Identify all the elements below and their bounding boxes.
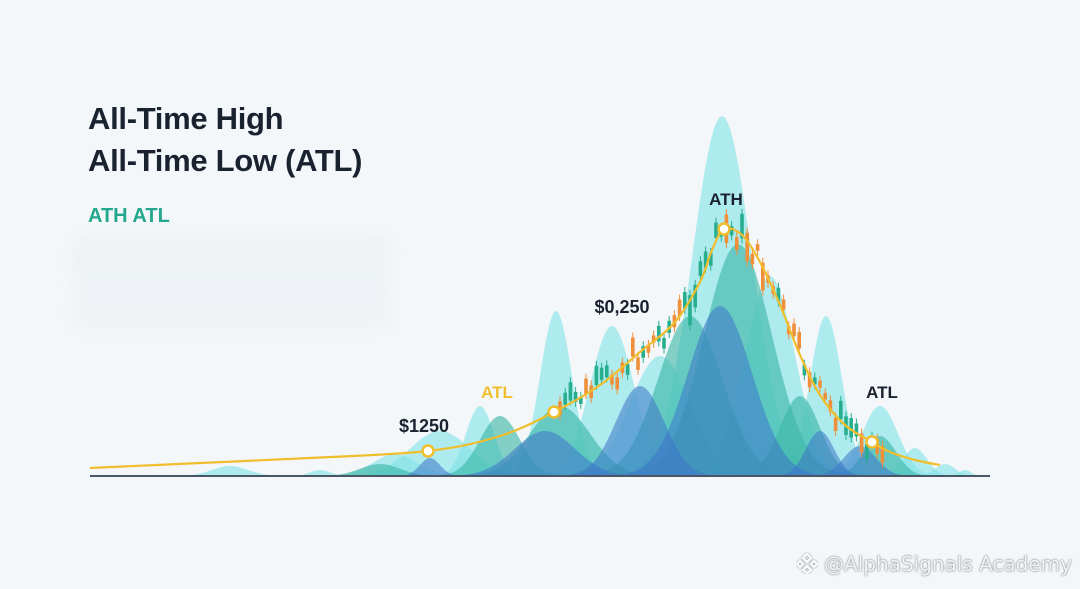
- candle-body-23: [677, 299, 682, 316]
- wave-blue-5: [808, 446, 912, 476]
- wave-light-14: [945, 470, 985, 476]
- subtitle: ATH ATL: [88, 205, 170, 227]
- candle-body-52: [828, 400, 833, 412]
- blurred-text-area: [72, 236, 390, 328]
- candle-body-29: [709, 252, 713, 266]
- trend-markers: $1250 ATL $0,250 ATH ATL: [399, 190, 898, 458]
- candle-body-33: [729, 226, 734, 236]
- candle-body-17: [646, 344, 651, 353]
- marker-dot-1: [547, 405, 561, 419]
- candle-body-62: [880, 445, 885, 463]
- candle-body-34: [735, 237, 739, 251]
- candle-body-35: [740, 213, 744, 239]
- candle-body-58: [859, 433, 864, 453]
- candle-body-8: [599, 367, 604, 380]
- candle-body-10: [610, 374, 614, 385]
- candle-body-16: [641, 346, 645, 358]
- marker-dot-4: [865, 435, 879, 449]
- marker-dot-0: [421, 444, 435, 458]
- candle-body-39: [761, 262, 765, 291]
- wave-light-1: [288, 470, 352, 476]
- candle-body-50: [818, 380, 822, 388]
- marker-label-1: ATL: [481, 383, 513, 402]
- candle-body-15: [636, 357, 640, 370]
- candle-body-56: [849, 418, 853, 438]
- trend-line: [89, 227, 941, 470]
- marker-label-3: ATH: [709, 190, 743, 209]
- wave-blue-0: [398, 458, 462, 476]
- candle-body-54: [839, 400, 843, 420]
- candle-body-13: [625, 363, 630, 375]
- candle-body-45: [792, 323, 796, 337]
- candle-body-46: [797, 331, 801, 349]
- candle-body-43: [781, 299, 786, 310]
- candle-body-44: [787, 326, 791, 335]
- candle-body-14: [631, 337, 635, 357]
- candle-body-1: [563, 392, 567, 405]
- candle-body-38: [755, 244, 760, 251]
- candle-body-27: [698, 261, 703, 276]
- candle-body-51: [823, 392, 827, 400]
- candle-body-20: [662, 337, 666, 349]
- candle-body-36: [745, 232, 749, 262]
- candle-body-3: [573, 392, 578, 402]
- title-line-2: All-Time Low (ATL): [88, 143, 363, 178]
- candle-body-59: [865, 444, 869, 459]
- wave-light-0: [172, 466, 288, 476]
- candle-body-2: [568, 382, 573, 401]
- candle-body-37: [750, 254, 755, 265]
- candle-body-19: [657, 325, 661, 342]
- candle-body-5: [584, 378, 588, 395]
- candle-body-28: [703, 251, 708, 268]
- candle-body-47: [802, 364, 807, 376]
- candle-body-18: [651, 335, 656, 343]
- marker-label-0: $1250: [399, 416, 449, 436]
- marker-label-2: $0,250: [594, 297, 649, 317]
- candle-body-57: [854, 423, 859, 437]
- candle-body-48: [807, 372, 812, 388]
- watermark: @AlphaSignals Academy: [795, 552, 1072, 579]
- title-line-1: All-Time High: [88, 101, 284, 136]
- diamond-logo-icon: [795, 552, 819, 579]
- watermark-text: @AlphaSignals Academy: [824, 552, 1072, 576]
- marker-label-4: ATL: [866, 383, 898, 402]
- candle-body-25: [688, 295, 692, 326]
- candle-body-49: [813, 377, 817, 385]
- wave-blue-3: [617, 306, 823, 475]
- candle-body-30: [714, 222, 718, 238]
- candle-body-7: [594, 365, 599, 385]
- marker-dot-3: [717, 222, 731, 236]
- candle-body-9: [605, 365, 609, 378]
- candle-body-26: [693, 284, 697, 308]
- candle-body-4: [579, 396, 583, 404]
- title-block: All-Time High All-Time Low (ATL): [88, 98, 362, 182]
- candle-body-24: [683, 291, 687, 309]
- candle-body-11: [615, 377, 619, 390]
- blue-waves: [398, 306, 912, 476]
- candle-body-53: [833, 417, 838, 431]
- candle-body-42: [776, 287, 781, 302]
